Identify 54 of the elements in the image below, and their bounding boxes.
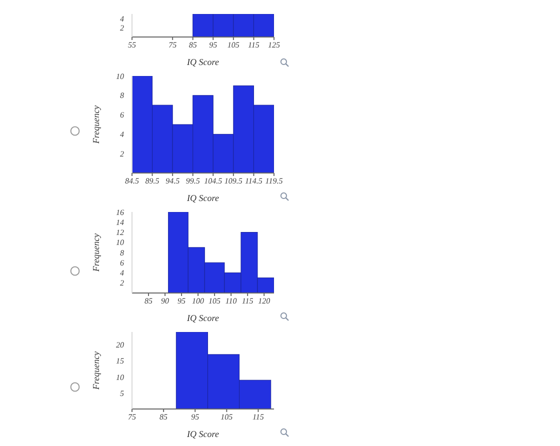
x-axis-title: IQ Score — [186, 193, 219, 203]
x-tick-label: 84.5 — [125, 176, 139, 186]
x-tick-label: 119.5 — [265, 176, 283, 186]
y-tick-label: 10 — [116, 372, 124, 382]
x-tick-label: 89.5 — [145, 176, 160, 186]
x-tick-label: 95 — [209, 40, 218, 50]
x-tick-label: 94.5 — [166, 176, 180, 186]
x-tick-label: 100 — [192, 296, 204, 306]
x-tick-label: 55 — [128, 40, 136, 50]
x-tick-label: 95 — [178, 296, 186, 306]
x-axis-title: IQ Score — [186, 429, 219, 439]
y-tick-label: 20 — [116, 340, 124, 350]
y-tick-label: 10 — [116, 72, 124, 81]
y-tick-label: 4 — [120, 14, 124, 24]
x-tick-label: 120 — [258, 296, 270, 306]
y-tick-label: 2 — [120, 278, 124, 288]
y-tick-label: 12 — [116, 228, 124, 238]
y-axis-title: Frequency — [91, 105, 102, 145]
x-tick-label: 114.5 — [245, 176, 262, 186]
y-tick-label: 8 — [120, 248, 124, 258]
x-tick-label: 105 — [227, 40, 240, 50]
y-tick-label: 2 — [120, 24, 124, 33]
y-tick-label: 16 — [116, 208, 124, 217]
y-axis-title: Frequency — [91, 351, 102, 391]
y-tick-label: 10 — [116, 238, 124, 248]
y-tick-label: 14 — [116, 218, 124, 227]
x-axis-title: IQ Score — [186, 57, 219, 67]
x-tick-label: 125 — [268, 40, 280, 50]
y-axis-title: Frequency — [91, 233, 102, 273]
x-tick-label: 115 — [248, 40, 260, 50]
y-tick-label: 4 — [120, 268, 124, 278]
x-tick-label: 75 — [168, 40, 177, 50]
x-tick-label: 75 — [128, 412, 136, 422]
x-tick-label: 99.5 — [186, 176, 200, 186]
x-tick-label: 105 — [208, 296, 221, 306]
x-tick-label: 85 — [188, 40, 197, 50]
x-tick-label: 104.5 — [204, 176, 222, 186]
y-tick-label: 5 — [120, 388, 124, 398]
y-tick-label: 15 — [116, 356, 124, 366]
x-tick-label: 115 — [242, 296, 254, 306]
x-tick-label: 105 — [220, 412, 233, 422]
y-tick-label: 6 — [120, 110, 124, 120]
y-tick-label: 6 — [120, 258, 124, 268]
y-tick-label: 8 — [120, 91, 124, 100]
y-tick-label: 4 — [120, 130, 124, 140]
y-tick-label: 2 — [120, 149, 124, 158]
x-tick-label: 85 — [160, 412, 168, 422]
x-tick-label: 85 — [144, 296, 153, 306]
x-tick-label: 90 — [161, 296, 170, 306]
x-tick-label: 110 — [225, 296, 237, 306]
x-tick-label: 109.5 — [224, 176, 242, 186]
x-axis-title: IQ Score — [186, 313, 219, 323]
x-tick-label: 115 — [252, 412, 264, 422]
x-tick-label: 95 — [191, 412, 200, 422]
